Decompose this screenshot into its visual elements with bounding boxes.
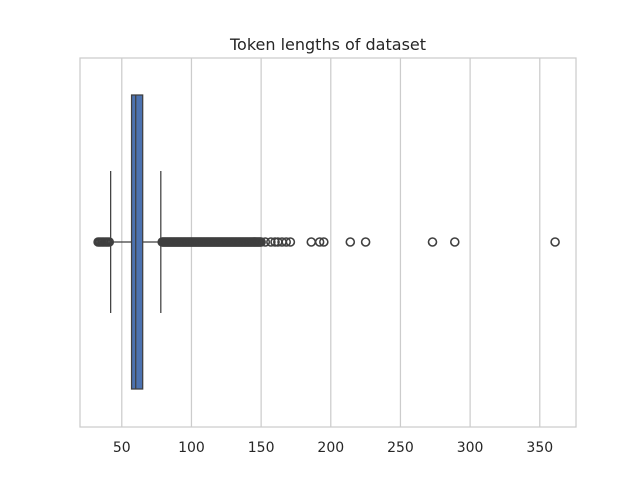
chart-title: Token lengths of dataset [229,35,426,54]
outlier-high-10 [345,237,356,247]
x-tick-label-150: 150 [248,440,275,456]
x-axis-tick-labels: 50 100 150 200 250 300 350 [113,440,553,456]
x-tick-label-100: 100 [178,440,205,456]
x-tick-label-350: 350 [526,440,553,456]
outlier-high-11 [360,237,371,247]
x-tick-label-50: 50 [113,440,131,456]
outlier-high-6 [285,237,296,247]
interquartile-box [130,94,144,390]
outlier-high-7 [306,237,317,247]
outlier-high-13 [449,237,460,247]
outlier-high-8 [314,237,325,247]
outlier-high-2 [270,237,280,247]
outlier-high-band-142 [256,237,266,247]
outlier-high-12 [427,237,438,247]
outliers [93,237,560,247]
outlier-high-5 [281,237,292,247]
outlier-high-1 [266,237,276,247]
outlier-high-9 [319,237,329,247]
outlier-high-0 [260,237,271,247]
x-tick-label-200: 200 [317,440,344,456]
boxplot [110,94,162,390]
x-tick-label-300: 300 [457,440,484,456]
plot-area-frame [79,57,577,428]
outlier-low-8 [104,237,115,247]
outlier-high-14 [550,237,560,247]
x-tick-label-250: 250 [387,440,414,456]
